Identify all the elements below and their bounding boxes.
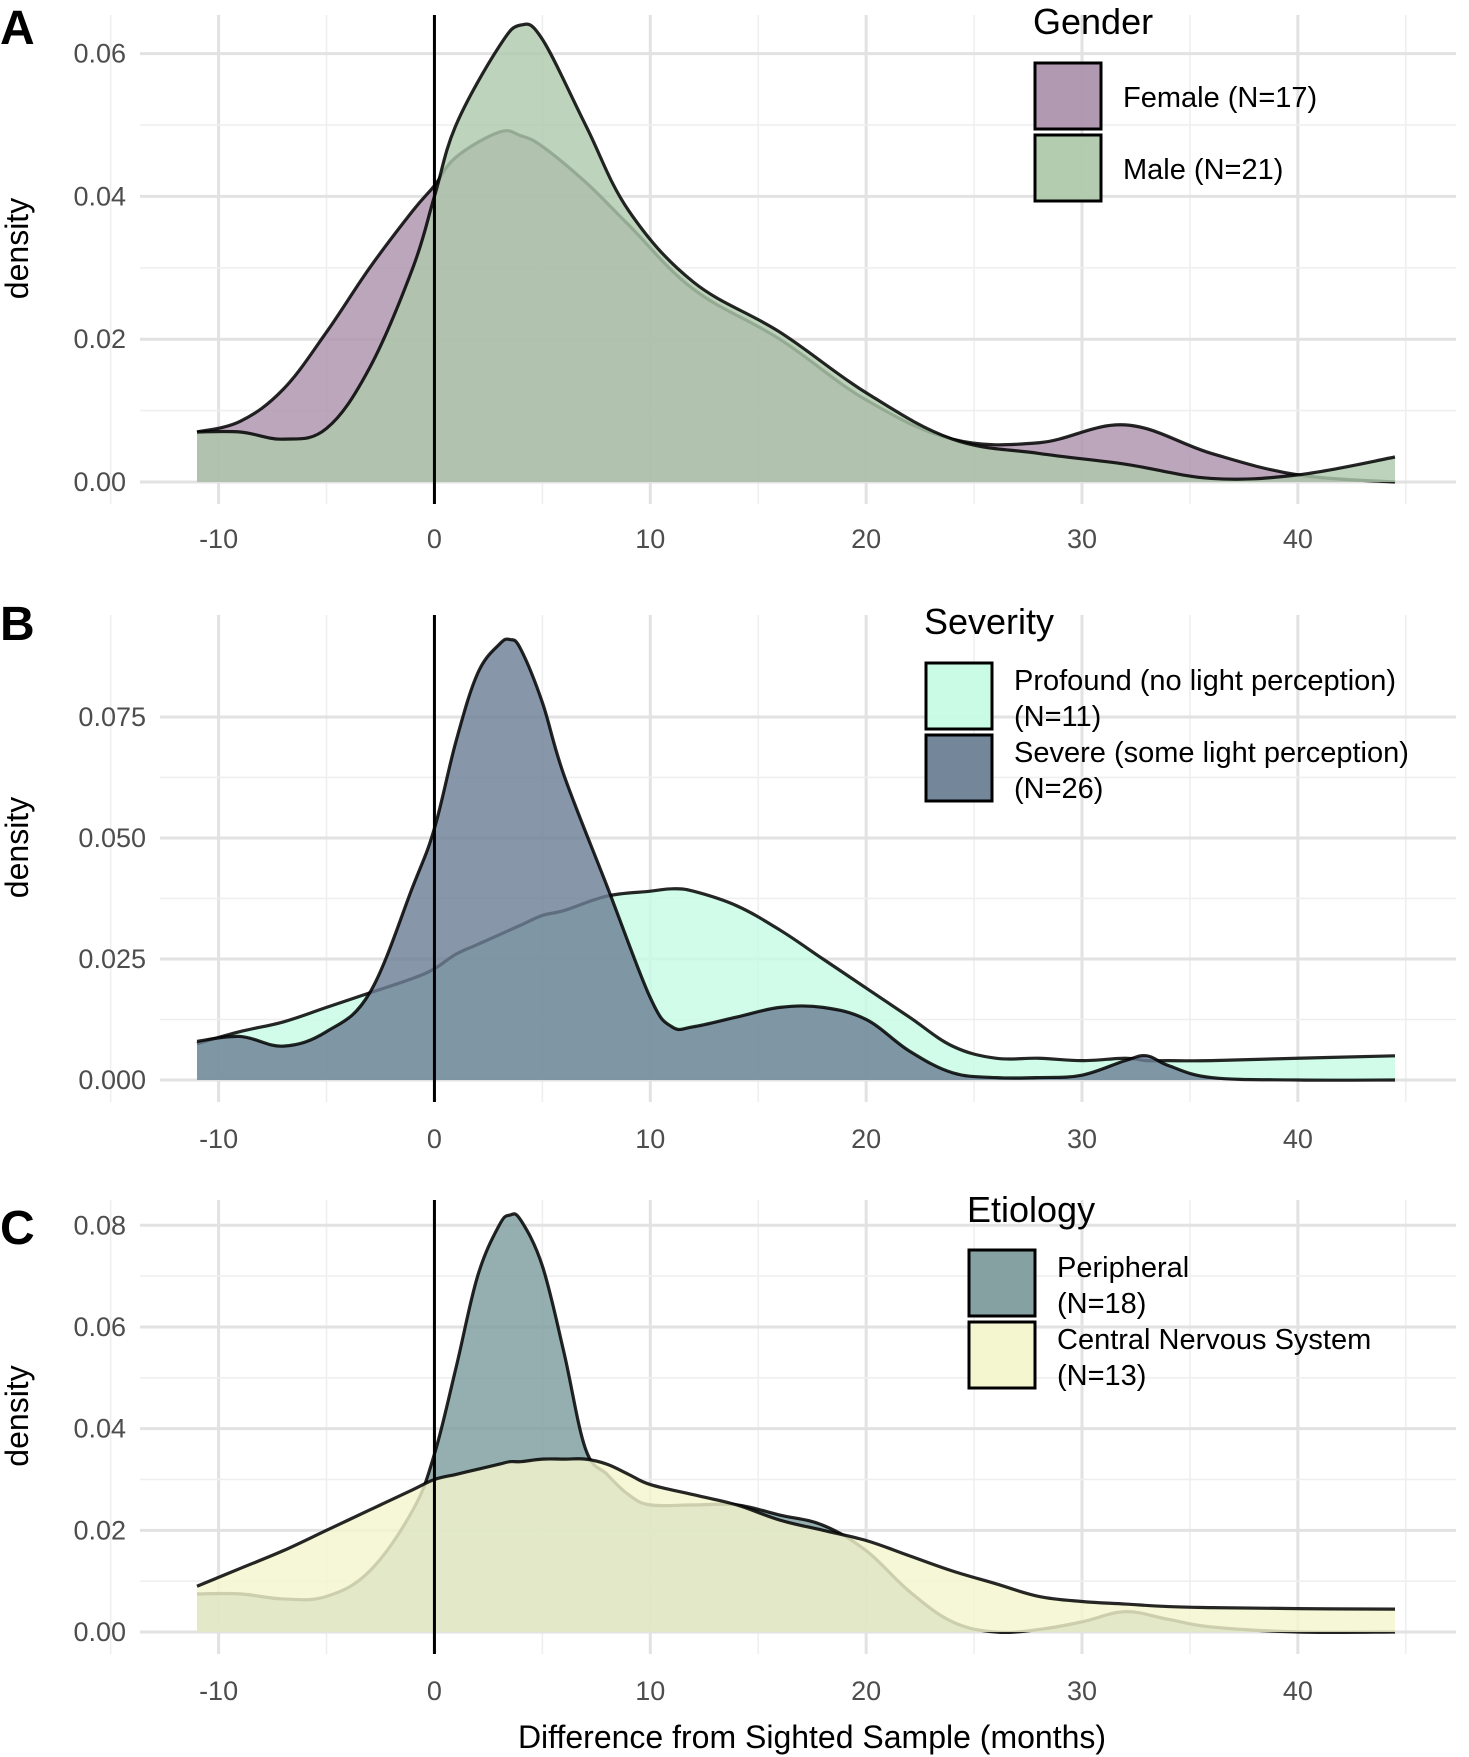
y-axis-title: density (0, 198, 35, 299)
x-tick-label: 20 (851, 1124, 881, 1154)
x-tick-label: 10 (635, 1124, 665, 1154)
legend-label: (N=26) (1014, 773, 1103, 805)
panel-letter: A (0, 2, 35, 55)
legend-label: (N=13) (1057, 1360, 1146, 1392)
x-tick-label: -10 (199, 1124, 238, 1154)
x-tick-label: 40 (1283, 524, 1313, 554)
legend-label: (N=11) (1014, 701, 1101, 733)
x-tick-label: 20 (851, 524, 881, 554)
y-tick-label: 0.025 (78, 944, 146, 974)
y-tick-label: 0.00 (73, 467, 126, 497)
x-tick-label: 0 (427, 524, 442, 554)
x-tick-label: 10 (635, 524, 665, 554)
legend-key-2 (924, 733, 994, 803)
x-tick-label: 20 (851, 1676, 881, 1706)
y-tick-label: 0.075 (78, 702, 146, 732)
panel-letter: C (0, 1202, 35, 1255)
y-tick-label: 0.050 (78, 823, 146, 853)
legend: Etiology Peripheral (N=18) Central Nervous … (967, 1189, 1371, 1392)
panel-a: -10 0 10 20 30 40 0.00 0.02 0.04 0.06 density A Gend… (0, 1, 1456, 554)
panel-letter: B (0, 598, 35, 651)
y-tick-label: 0.06 (73, 1312, 126, 1342)
x-tick-label: 10 (635, 1676, 665, 1706)
x-tick-label: 40 (1283, 1124, 1313, 1154)
density-area-2 (197, 24, 1395, 483)
x-tick-label: -10 (199, 1676, 238, 1706)
legend-label: (N=18) (1057, 1288, 1146, 1320)
legend-key-1 (924, 661, 994, 731)
density-line-2 (196, 22, 1396, 481)
x-tick-label: 0 (427, 1124, 442, 1154)
y-tick-label: 0.000 (78, 1065, 146, 1095)
legend: Severity Profound (no light perception) (N… (924, 601, 1409, 805)
y-axis-title: density (0, 1365, 35, 1466)
legend-label: Profound (no light perception) (1014, 665, 1396, 697)
legend-key-1 (1033, 61, 1103, 131)
y-tick-label: 0.04 (73, 181, 126, 211)
density-line-2 (196, 637, 1396, 1082)
density-line-2 (196, 1457, 1396, 1611)
density-area-2 (197, 639, 1395, 1081)
legend: Gender Female (N=17) Male (N=21) (1033, 1, 1317, 203)
density-area-2 (197, 1458, 1395, 1632)
legend-title: Gender (1033, 1, 1153, 42)
legend-key-1 (967, 1248, 1037, 1318)
legend-label: Severe (some light perception) (1014, 737, 1409, 769)
y-axis-title: density (0, 797, 35, 898)
x-tick-label: 30 (1067, 1676, 1097, 1706)
y-tick-label: 0.00 (73, 1617, 126, 1647)
legend-title: Etiology (967, 1189, 1095, 1230)
y-tick-label: 0.02 (73, 324, 126, 354)
x-tick-label: 40 (1283, 1676, 1313, 1706)
x-tick-label: 30 (1067, 1124, 1097, 1154)
legend-key-2 (1033, 133, 1103, 203)
y-tick-label: 0.06 (73, 39, 126, 69)
legend-label: Female (N=17) (1123, 82, 1317, 114)
panel-b: -10 0 10 20 30 40 0.000 0.025 0.050 0.075 density B… (0, 598, 1456, 1154)
panel-c: -10 0 10 20 30 40 0.00 0.02 0.04 0.06 0.08 density C… (0, 1189, 1456, 1706)
legend-key-2 (967, 1320, 1037, 1390)
legend-title: Severity (924, 601, 1054, 642)
y-tick-label: 0.04 (73, 1414, 126, 1444)
legend-label: Central Nervous System (1057, 1324, 1371, 1356)
x-tick-label: 0 (427, 1676, 442, 1706)
legend-label: Male (N=21) (1123, 154, 1283, 186)
legend-label: Peripheral (1057, 1252, 1189, 1284)
x-tick-label: 30 (1067, 524, 1097, 554)
y-tick-label: 0.02 (73, 1515, 126, 1545)
x-axis-title: Difference from Sighted Sample (months) (518, 1719, 1106, 1755)
y-tick-label: 0.08 (73, 1210, 126, 1240)
x-tick-label: -10 (199, 524, 238, 554)
